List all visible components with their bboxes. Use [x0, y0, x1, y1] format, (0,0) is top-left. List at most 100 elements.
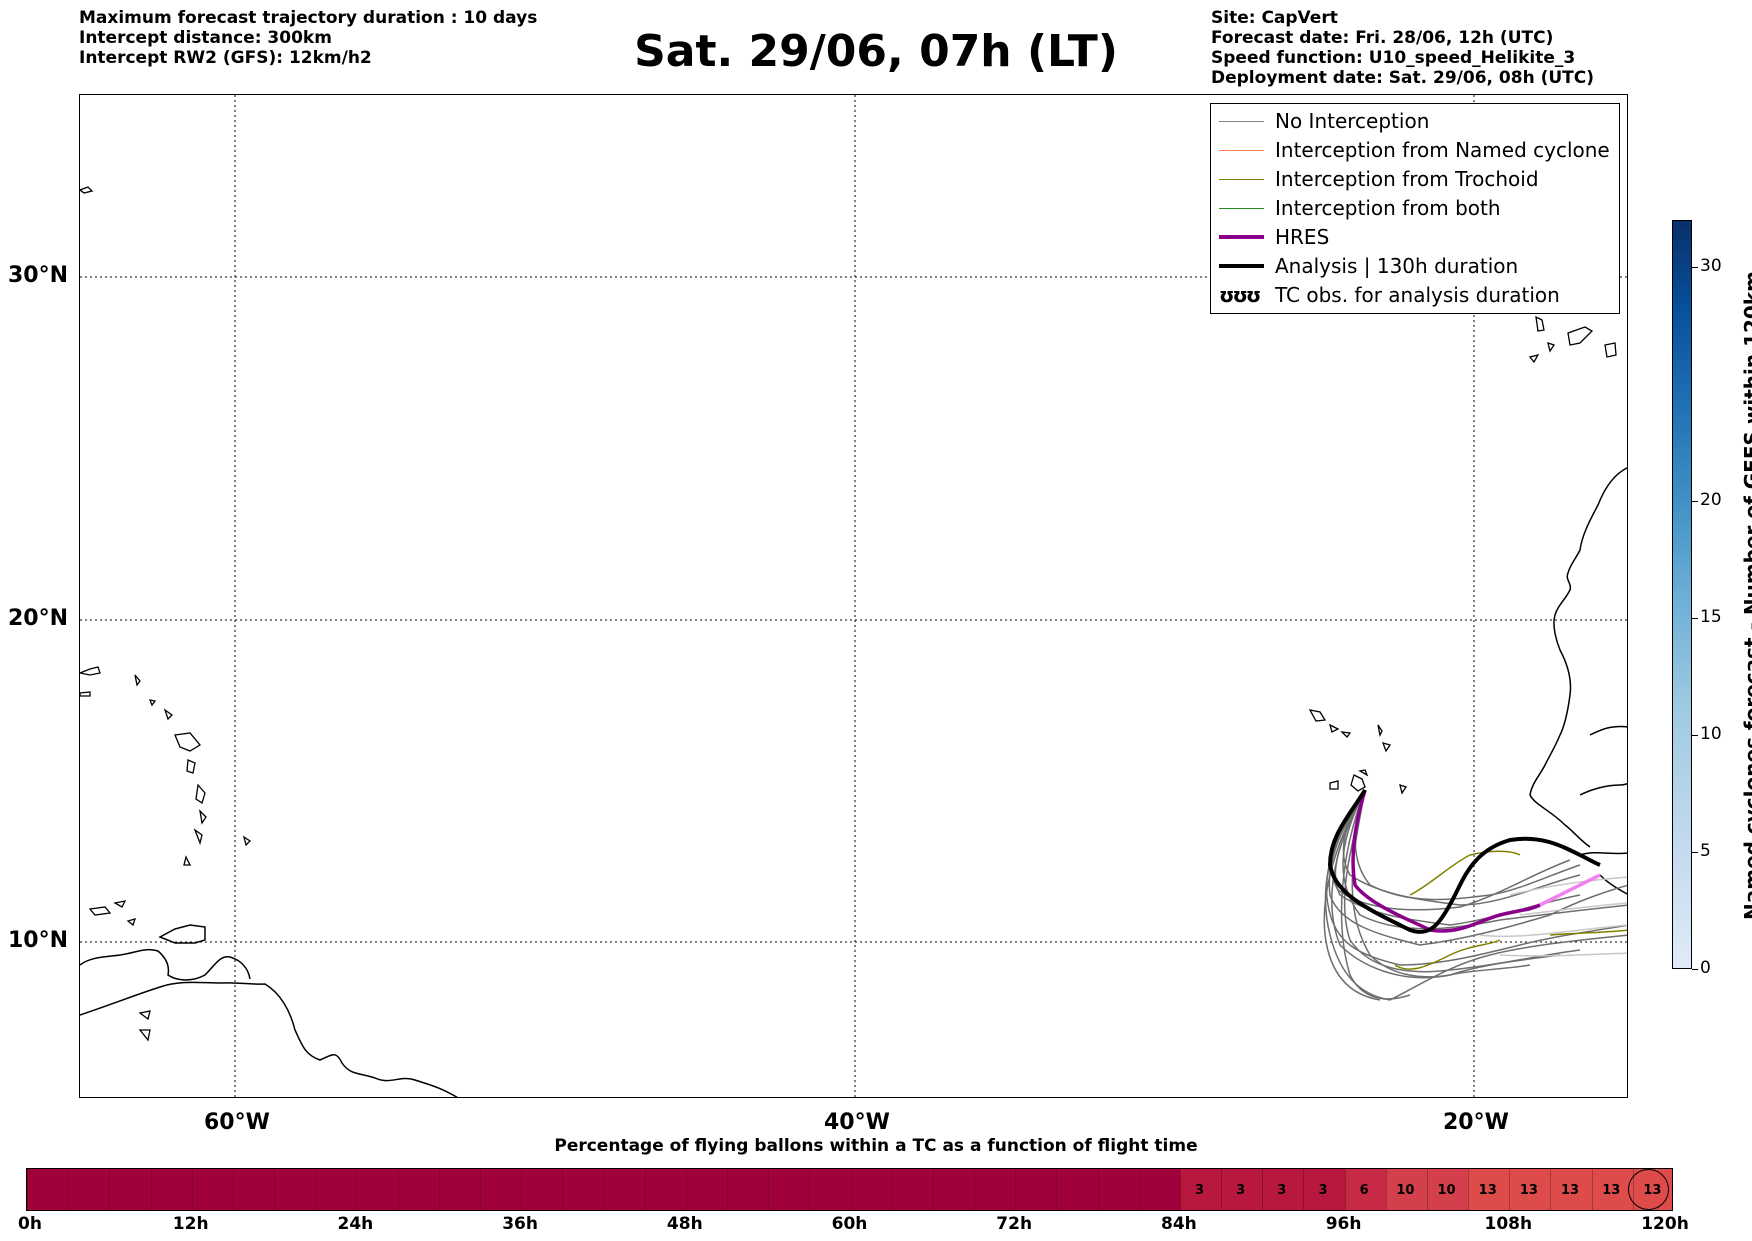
west-africa-coast [1579, 725, 1627, 895]
timeline-title: Percentage of flying ballons within a TC… [554, 1136, 1198, 1156]
colorbar-tick-mark [1692, 734, 1698, 736]
map-canvas[interactable] [80, 95, 1628, 1098]
lesser-antilles [80, 186, 252, 1042]
hres-trajectory [1351, 789, 1541, 933]
timeline-cell-divider [685, 1169, 687, 1210]
timeline-cell-value: 3 [1277, 1183, 1287, 1198]
timeline-cell [1385, 1169, 1428, 1210]
timeline-cell-value: 10 [1437, 1183, 1456, 1198]
cape-verde-islands [1308, 709, 1408, 795]
timeline-cell-divider [768, 1169, 770, 1210]
timeline-cell-divider [109, 1169, 111, 1210]
colorbar-tick-mark [1692, 266, 1698, 268]
timeline-cell-divider [191, 1169, 193, 1210]
timeline-cell-divider [479, 1169, 481, 1210]
colorbar-tick-label: 15 [1700, 606, 1722, 627]
tc-symbol-icon: ʊʊʊ [1219, 283, 1261, 307]
legend-label: No Interception [1275, 109, 1430, 133]
timeline-cell-divider [932, 1169, 934, 1210]
legend-item-tc-obs: ʊʊʊ TC obs. for analysis duration [1211, 282, 1619, 310]
timeline-cell-divider [438, 1169, 440, 1210]
trinidad-island [158, 924, 206, 944]
timeline-tick-label: 36h [502, 1214, 538, 1234]
timeline-cell [1468, 1169, 1511, 1210]
legend-swatch-black [1219, 264, 1264, 268]
timeline-tick-label: 60h [831, 1214, 868, 1234]
timeline-cell [1221, 1169, 1264, 1210]
timeline-tick-label: 84h [1161, 1214, 1197, 1234]
timeline-cell-divider [356, 1169, 358, 1210]
colorbar-tick-label: 10 [1700, 723, 1722, 744]
timeline-cell [1509, 1169, 1552, 1210]
lon-label-40w: 40°W [824, 1110, 890, 1135]
timeline-tick-label: 120h [1641, 1214, 1689, 1234]
header-right-line-4: Deployment date: Sat. 29/06, 08h (UTC) [1211, 68, 1595, 88]
legend-label: Analysis | 130h duration [1275, 254, 1519, 278]
legend-swatch-gray [1219, 121, 1264, 122]
lat-label-20n: 20°N [8, 606, 69, 631]
timeline-tick-label: 48h [666, 1214, 703, 1234]
timeline-cell-divider [1015, 1169, 1017, 1210]
canary-islands [1528, 315, 1617, 364]
timeline-cell [1550, 1169, 1593, 1210]
timeline-cell-value: 10 [1396, 1183, 1415, 1198]
hres-trajectory-light [1539, 873, 1601, 907]
timeline-cell-divider [232, 1169, 234, 1210]
legend-item-named-cyclone: Interception from Named cyclone [1211, 137, 1619, 165]
timeline-cell-divider [397, 1169, 399, 1210]
south-america-coastline [80, 981, 459, 1097]
timeline-cell-divider [809, 1169, 811, 1210]
colorbar-tick-label: 5 [1700, 840, 1711, 861]
colorbar-tick-label: 30 [1700, 255, 1722, 276]
timeline-tick-label: 72h [996, 1214, 1033, 1234]
timeline-cell-divider [68, 1169, 70, 1210]
colorbar-tick-label: 0 [1700, 958, 1711, 978]
timeline-cell [1591, 1169, 1634, 1210]
map-panel[interactable] [79, 94, 1628, 1098]
colorbar-tick-mark [1692, 969, 1698, 970]
timeline-cell-divider [315, 1169, 317, 1210]
timeline-cell-divider [850, 1169, 852, 1210]
timeline-tick-label: 108h [1484, 1214, 1533, 1234]
timeline-cell-divider [603, 1169, 605, 1210]
legend-swatch-green [1219, 208, 1264, 209]
legend-swatch-olive [1219, 179, 1264, 180]
colorbar-tick-mark [1692, 851, 1698, 853]
legend-swatch-purple [1219, 235, 1264, 239]
legend-label: Interception from Named cyclone [1275, 138, 1610, 162]
timeline-current-marker [1628, 1169, 1669, 1210]
timeline-cell-divider [521, 1169, 523, 1210]
map-legend: No Interception Interception from Named … [1210, 103, 1620, 314]
timeline-cell [1262, 1169, 1305, 1210]
legend-item-trochoid: Interception from Trochoid [1211, 166, 1619, 194]
timeline-cell-value: 13 [1478, 1183, 1497, 1198]
venezuela-coast [80, 948, 251, 981]
timeline-cell-value: 3 [1194, 1183, 1204, 1198]
timeline-tick-label: 12h [172, 1214, 209, 1234]
africa-coastline [1529, 467, 1627, 848]
timeline-cell-value: 6 [1359, 1183, 1369, 1198]
header-left-line-3: Intercept RW2 (GFS): 12km/h2 [79, 48, 372, 68]
timeline-tick-label: 24h [337, 1214, 374, 1234]
timeline-cell-value: 13 [1602, 1183, 1621, 1198]
timeline-cell-divider [644, 1169, 646, 1210]
timeline-cell-value: 13 [1561, 1183, 1580, 1198]
lon-label-20w: 20°W [1443, 1110, 1509, 1135]
legend-label: Interception from Trochoid [1275, 167, 1539, 191]
timeline-cell-divider [562, 1169, 564, 1210]
timeline-cell-divider [1138, 1169, 1140, 1210]
colorbar [1672, 220, 1692, 969]
timeline-bar [26, 1168, 1673, 1211]
header-right-line-1: Site: CapVert [1211, 8, 1338, 28]
ensemble-trajectories-light [1479, 876, 1627, 957]
trochoid-trajectories [1394, 850, 1627, 970]
timeline-cell-value: 13 [1519, 1183, 1538, 1198]
legend-label: HRES [1275, 225, 1330, 249]
timeline-cell-value: 3 [1236, 1183, 1246, 1198]
lat-label-30n: 30°N [8, 263, 69, 288]
colorbar-tick-mark [1692, 617, 1698, 619]
timeline-cell-divider [974, 1169, 976, 1210]
timeline-cell [1179, 1169, 1223, 1210]
legend-item-analysis: Analysis | 130h duration [1211, 253, 1619, 281]
page-title: Sat. 29/06, 07h (LT) [634, 26, 1118, 77]
